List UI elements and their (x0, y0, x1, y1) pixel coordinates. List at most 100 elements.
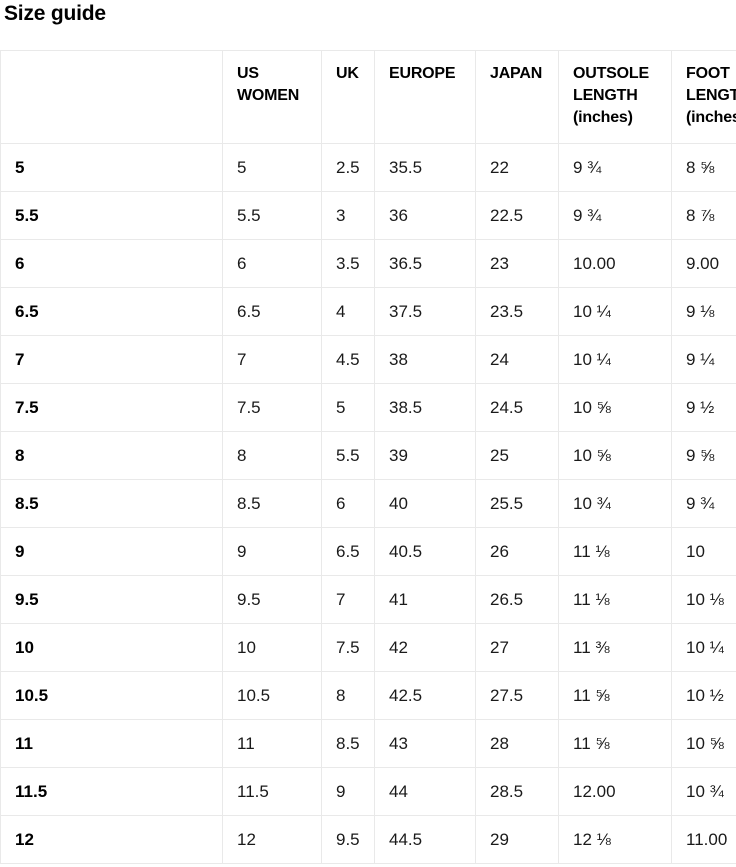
cell-outsole-length: 12.00 (558, 767, 672, 816)
cell-europe: 43 (374, 719, 476, 768)
cell-outsole-length: 10 ⅝ (558, 431, 672, 480)
cell-japan: 27 (475, 623, 559, 672)
cell-japan: 23.5 (475, 287, 559, 336)
cell-europe: 44 (374, 767, 476, 816)
cell-europe: 42 (374, 623, 476, 672)
cell-us-women: 9.5 (222, 575, 322, 624)
cell-europe: 44.5 (374, 815, 476, 864)
cell-outsole-length: 11 ⅜ (558, 623, 672, 672)
cell-uk: 4 (321, 287, 375, 336)
cell-foot-length: 9 ⅛ (671, 287, 736, 336)
row-size-label: 8.5 (0, 479, 223, 528)
header-row: US WOMEN UK EUROPE JAPAN OUTSOLE LENGTH … (0, 50, 736, 144)
size-guide-table-container: US WOMEN UK EUROPE JAPAN OUTSOLE LENGTH … (0, 50, 736, 864)
cell-foot-length: 10 ⅛ (671, 575, 736, 624)
cell-uk: 2.5 (321, 143, 375, 192)
table-row: 11 11 8.5 43 28 11 ⅝ 10 ⅝ (0, 719, 736, 768)
cell-japan: 25 (475, 431, 559, 480)
cell-uk: 4.5 (321, 335, 375, 384)
cell-outsole-length: 9 ¾ (558, 143, 672, 192)
cell-europe: 42.5 (374, 671, 476, 720)
cell-us-women: 11 (222, 719, 322, 768)
cell-outsole-length: 10 ¼ (558, 335, 672, 384)
cell-japan: 25.5 (475, 479, 559, 528)
cell-japan: 28.5 (475, 767, 559, 816)
cell-us-women: 7 (222, 335, 322, 384)
cell-japan: 23 (475, 239, 559, 288)
cell-outsole-length: 10.00 (558, 239, 672, 288)
cell-japan: 27.5 (475, 671, 559, 720)
cell-us-women: 12 (222, 815, 322, 864)
table-row: 6 6 3.5 36.5 23 10.00 9.00 (0, 239, 736, 288)
cell-europe: 41 (374, 575, 476, 624)
cell-outsole-length: 9 ¾ (558, 191, 672, 240)
cell-outsole-length: 11 ⅝ (558, 719, 672, 768)
row-size-label: 8 (0, 431, 223, 480)
cell-foot-length: 8 ⅞ (671, 191, 736, 240)
cell-uk: 9.5 (321, 815, 375, 864)
cell-outsole-length: 11 ⅛ (558, 527, 672, 576)
cell-japan: 24 (475, 335, 559, 384)
cell-foot-length: 9.00 (671, 239, 736, 288)
cell-japan: 28 (475, 719, 559, 768)
cell-us-women: 7.5 (222, 383, 322, 432)
row-size-label: 12 (0, 815, 223, 864)
cell-europe: 38 (374, 335, 476, 384)
cell-foot-length: 9 ¾ (671, 479, 736, 528)
header-cell-size (0, 50, 223, 144)
row-size-label: 11 (0, 719, 223, 768)
cell-us-women: 9 (222, 527, 322, 576)
header-cell-uk: UK (321, 50, 375, 144)
cell-europe: 38.5 (374, 383, 476, 432)
row-size-label: 5 (0, 143, 223, 192)
cell-europe: 36 (374, 191, 476, 240)
table-row: 9 9 6.5 40.5 26 11 ⅛ 10 (0, 527, 736, 576)
cell-uk: 6 (321, 479, 375, 528)
cell-uk: 9 (321, 767, 375, 816)
cell-outsole-length: 11 ⅛ (558, 575, 672, 624)
row-size-label: 7.5 (0, 383, 223, 432)
cell-foot-length: 9 ½ (671, 383, 736, 432)
cell-outsole-length: 11 ⅝ (558, 671, 672, 720)
header-cell-outsole-length: OUTSOLE LENGTH (inches) (558, 50, 672, 144)
cell-uk: 8 (321, 671, 375, 720)
row-size-label: 11.5 (0, 767, 223, 816)
cell-uk: 5.5 (321, 431, 375, 480)
cell-foot-length: 10 ¼ (671, 623, 736, 672)
row-size-label: 6 (0, 239, 223, 288)
header-cell-us-women: US WOMEN (222, 50, 322, 144)
cell-uk: 6.5 (321, 527, 375, 576)
cell-us-women: 5 (222, 143, 322, 192)
cell-japan: 29 (475, 815, 559, 864)
cell-us-women: 11.5 (222, 767, 322, 816)
cell-europe: 35.5 (374, 143, 476, 192)
cell-outsole-length: 12 ⅛ (558, 815, 672, 864)
cell-uk: 7.5 (321, 623, 375, 672)
cell-foot-length: 9 ¼ (671, 335, 736, 384)
row-size-label: 9.5 (0, 575, 223, 624)
header-cell-foot-length: FOOT LENGTH (inches) (671, 50, 736, 144)
cell-uk: 7 (321, 575, 375, 624)
cell-foot-length: 11.00 (671, 815, 736, 864)
cell-us-women: 8 (222, 431, 322, 480)
cell-uk: 3.5 (321, 239, 375, 288)
row-size-label: 9 (0, 527, 223, 576)
cell-outsole-length: 10 ⅝ (558, 383, 672, 432)
cell-europe: 40 (374, 479, 476, 528)
table-header: US WOMEN UK EUROPE JAPAN OUTSOLE LENGTH … (0, 50, 736, 144)
table-row: 11.5 11.5 9 44 28.5 12.00 10 ¾ (0, 767, 736, 816)
header-cell-japan: JAPAN (475, 50, 559, 144)
header-cell-europe: EUROPE (374, 50, 476, 144)
cell-europe: 40.5 (374, 527, 476, 576)
cell-outsole-length: 10 ¾ (558, 479, 672, 528)
cell-europe: 37.5 (374, 287, 476, 336)
cell-foot-length: 10 ¾ (671, 767, 736, 816)
cell-japan: 26.5 (475, 575, 559, 624)
cell-japan: 26 (475, 527, 559, 576)
